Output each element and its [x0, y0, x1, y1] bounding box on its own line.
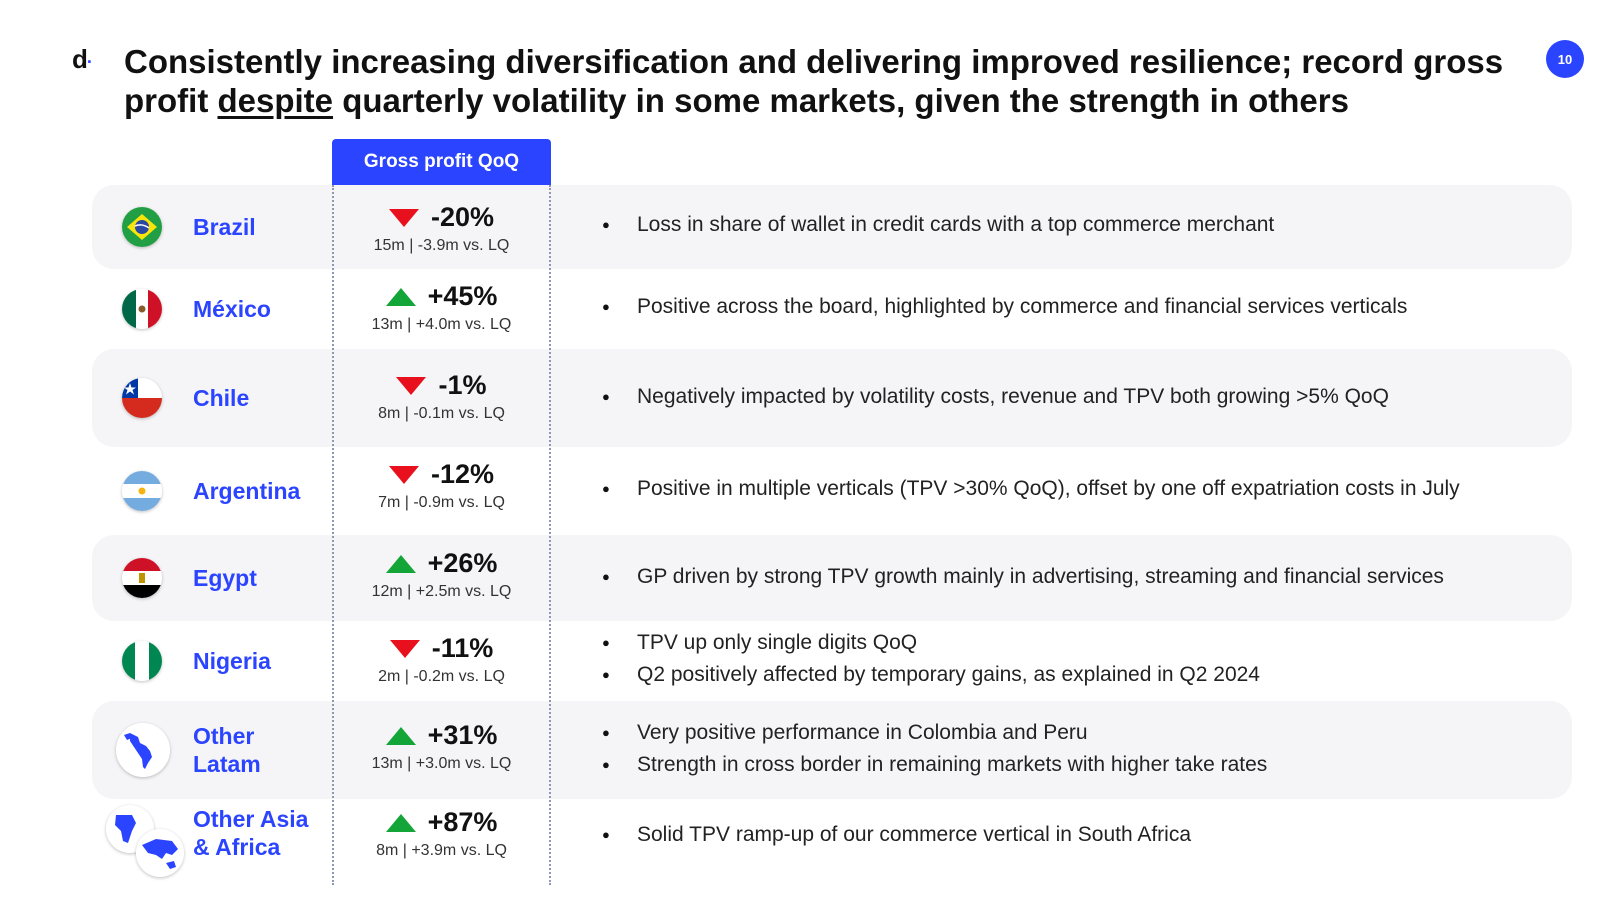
- page-number-badge: 10: [1546, 40, 1584, 78]
- chile-flag-icon: [122, 378, 162, 418]
- metric-cell: +26% 12m | +2.5m vs. LQ: [332, 548, 551, 601]
- argentina-flag-icon: [122, 471, 162, 511]
- commentary: Positive in multiple verticals (TPV >30%…: [602, 473, 1460, 505]
- bullet-item: Q2 positively affected by temporary gain…: [602, 659, 1260, 691]
- metric-cell: -12% 7m | -0.9m vs. LQ: [332, 459, 551, 512]
- change-percent: -12%: [430, 459, 495, 489]
- bullet-item: Positive across the board, highlighted b…: [602, 291, 1407, 323]
- country-name: Egypt: [193, 565, 257, 591]
- country-name: Brazil: [193, 214, 256, 240]
- bullet-item: Very positive performance in Colombia an…: [602, 717, 1267, 749]
- metric-cell: +87% 8m | +3.9m vs. LQ: [332, 807, 551, 860]
- page-title: Consistently increasing diversification …: [124, 43, 1504, 119]
- country-row: Nigeria -11% 2m | -0.2m vs. LQ TPV up on…: [92, 621, 1572, 701]
- country-name: Other Asia & Africa: [193, 806, 309, 860]
- change-percent: +31%: [427, 720, 498, 750]
- metric-cell: -20% 15m | -3.9m vs. LQ: [332, 202, 551, 255]
- metric-cell: -1% 8m | -0.1m vs. LQ: [332, 370, 551, 423]
- change-detail: 12m | +2.5m vs. LQ: [371, 583, 512, 600]
- commentary: Very positive performance in Colombia an…: [602, 717, 1267, 781]
- change-percent: -1%: [438, 370, 487, 400]
- change-detail: 15m | -3.9m vs. LQ: [373, 237, 510, 254]
- commentary: TPV up only single digits QoQ Q2 positiv…: [602, 627, 1260, 691]
- change-detail: 7m | -0.9m vs. LQ: [378, 494, 505, 511]
- bullet-item: GP driven by strong TPV growth mainly in…: [602, 561, 1444, 593]
- asia-globe-icon: [136, 829, 184, 877]
- bullet-item: Negatively impacted by volatility costs,…: [602, 381, 1389, 413]
- bullet-item: Loss in share of wallet in credit cards …: [602, 209, 1274, 241]
- up-arrow-icon: [385, 813, 416, 832]
- down-arrow-icon: [388, 208, 419, 227]
- commentary: Positive across the board, highlighted b…: [602, 291, 1407, 323]
- down-arrow-icon: [388, 465, 419, 484]
- country-name: Nigeria: [193, 648, 271, 674]
- metric-cell: +31% 13m | +3.0m vs. LQ: [332, 720, 551, 773]
- egypt-flag-icon: [122, 558, 162, 598]
- country-row: México +45% 13m | +4.0m vs. LQ Positive …: [92, 269, 1572, 349]
- change-detail: 2m | -0.2m vs. LQ: [378, 668, 505, 685]
- down-arrow-icon: [389, 639, 420, 658]
- change-detail: 8m | -0.1m vs. LQ: [378, 405, 505, 422]
- change-percent: -11%: [431, 633, 494, 663]
- bullet-item: Strength in cross border in remaining ma…: [602, 749, 1267, 781]
- commentary: Loss in share of wallet in credit cards …: [602, 209, 1274, 241]
- company-logo: d·: [72, 44, 93, 74]
- bullet-item: TPV up only single digits QoQ: [602, 627, 1260, 659]
- nigeria-flag-icon: [122, 641, 162, 681]
- country-row: Other Asia & Africa +87% 8m | +3.9m vs. …: [92, 799, 1572, 889]
- commentary: GP driven by strong TPV growth mainly in…: [602, 561, 1444, 593]
- country-row: Chile -1% 8m | -0.1m vs. LQ Negatively i…: [92, 349, 1572, 447]
- up-arrow-icon: [385, 554, 416, 573]
- down-arrow-icon: [396, 376, 427, 395]
- latam-globe-icon: [116, 723, 170, 777]
- country-name: México: [193, 296, 271, 322]
- bullet-item: Solid TPV ramp-up of our commerce vertic…: [602, 819, 1191, 851]
- change-percent: -20%: [430, 202, 495, 232]
- mexico-flag-icon: [122, 289, 162, 329]
- country-name: Other Latam: [193, 723, 261, 777]
- metric-cell: +45% 13m | +4.0m vs. LQ: [332, 281, 551, 334]
- country-row: Argentina -12% 7m | -0.9m vs. LQ Positiv…: [92, 447, 1572, 535]
- country-name: Chile: [193, 385, 250, 411]
- change-detail: 13m | +4.0m vs. LQ: [371, 316, 512, 333]
- brazil-flag-icon: [122, 207, 162, 247]
- up-arrow-icon: [385, 287, 416, 306]
- change-detail: 13m | +3.0m vs. LQ: [371, 755, 512, 772]
- country-row: Egypt +26% 12m | +2.5m vs. LQ GP driven …: [92, 535, 1572, 621]
- change-percent: +45%: [427, 281, 498, 311]
- metric-cell: -11% 2m | -0.2m vs. LQ: [332, 633, 551, 686]
- change-percent: +87%: [427, 807, 498, 837]
- up-arrow-icon: [385, 726, 416, 745]
- change-detail: 8m | +3.9m vs. LQ: [376, 842, 507, 859]
- bullet-item: Positive in multiple verticals (TPV >30%…: [602, 473, 1460, 505]
- commentary: Solid TPV ramp-up of our commerce vertic…: [602, 819, 1191, 851]
- title-emphasis: despite: [217, 82, 334, 119]
- commentary: Negatively impacted by volatility costs,…: [602, 381, 1389, 413]
- gross-profit-column-header: Gross profit QoQ: [332, 139, 551, 185]
- country-row: Brazil -20% 15m | -3.9m vs. LQ Loss in s…: [92, 185, 1572, 269]
- change-percent: +26%: [427, 548, 498, 578]
- country-name: Argentina: [193, 478, 301, 504]
- country-row: Other Latam +31% 13m | +3.0m vs. LQ Very…: [92, 701, 1572, 799]
